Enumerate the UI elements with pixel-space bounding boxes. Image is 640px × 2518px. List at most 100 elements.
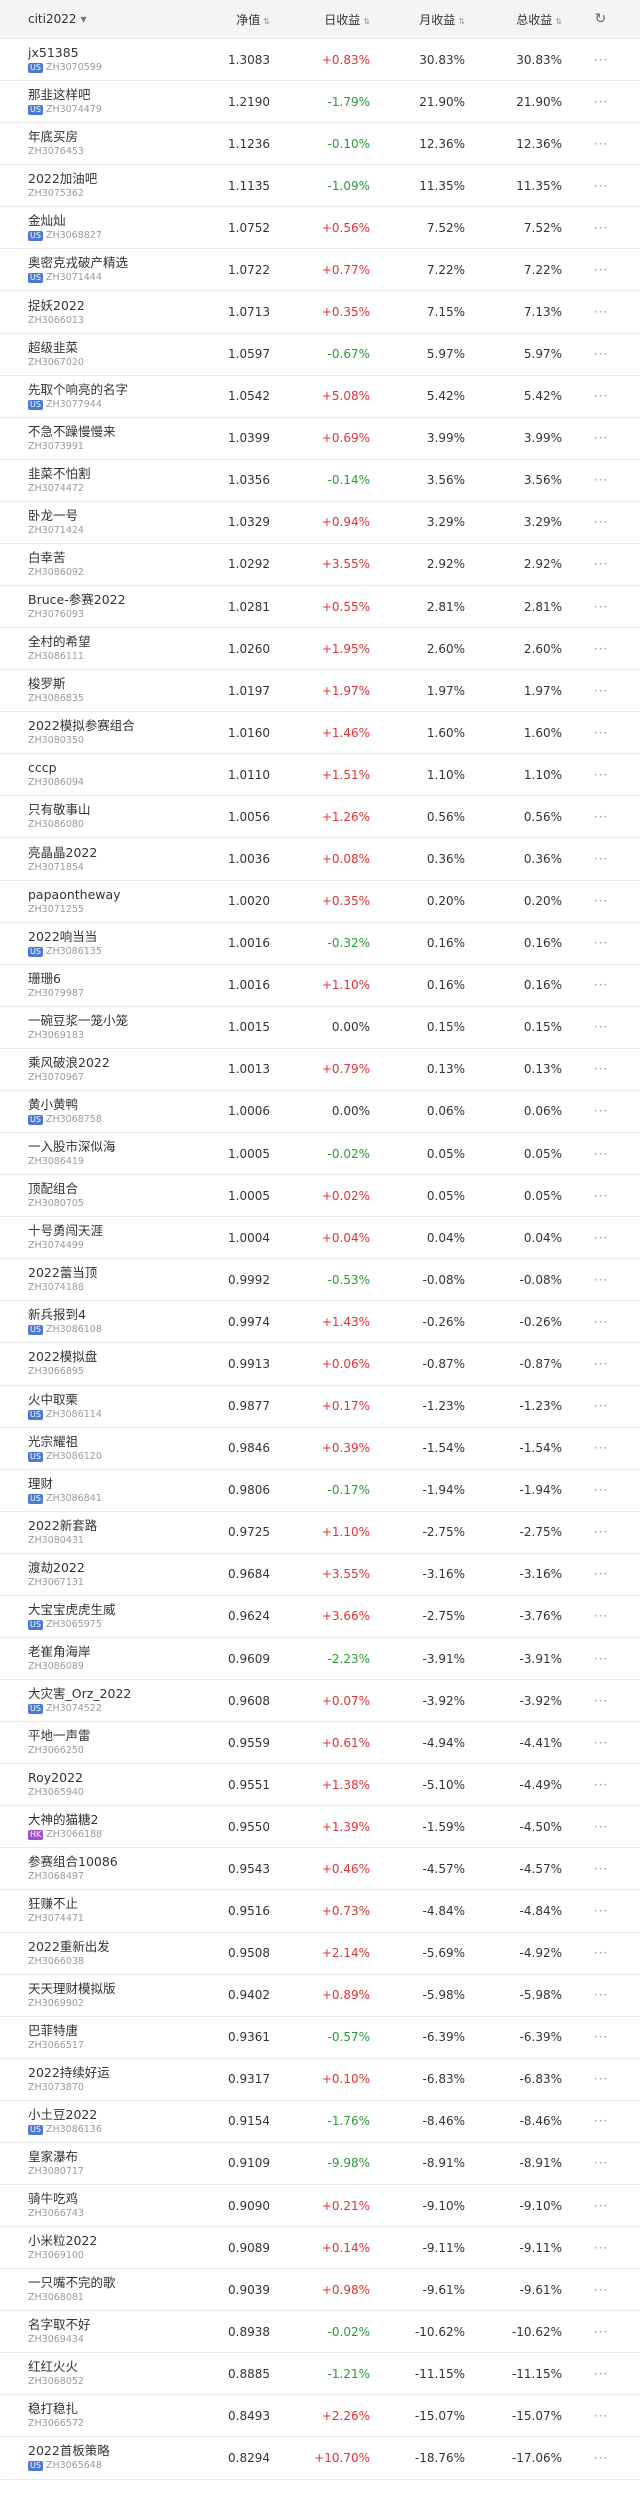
table-row[interactable]: 不急不躁慢慢来 ZH3073991 1.0399 +0.69% 3.99% 3.… (0, 418, 640, 460)
portfolio-name[interactable]: 2022蕾当顶 (28, 1265, 98, 1281)
table-row[interactable]: 奥密克戎破产精选 US ZH3071444 1.0722 +0.77% 7.22%… (0, 249, 640, 292)
table-row[interactable]: 2022蕾当顶 ZH3074188 0.9992 -0.53% -0.08% -… (0, 1259, 640, 1302)
portfolio-name[interactable]: 大神的猫糖2 (28, 1812, 99, 1828)
portfolio-name[interactable]: jx51385 (28, 45, 79, 61)
portfolio-name[interactable]: cccp (28, 760, 57, 776)
table-row[interactable]: 2022持续好运 ZH3073870 0.9317 +0.10% -6.83% … (0, 2059, 640, 2101)
more-button[interactable]: ··· (562, 1441, 640, 1455)
more-button[interactable]: ··· (562, 263, 640, 277)
portfolio-name[interactable]: 年底买房 (28, 129, 79, 145)
portfolio-name[interactable]: 大灾害_Orz_2022 (28, 1686, 132, 1702)
more-button[interactable]: ··· (562, 1778, 640, 1792)
more-button[interactable]: ··· (562, 137, 640, 151)
table-row[interactable]: 一入股市深似海 ZH3086419 1.0005 -0.02% 0.05% 0.… (0, 1133, 640, 1176)
portfolio-name[interactable]: 光宗耀祖 (28, 1433, 79, 1449)
more-button[interactable]: ··· (562, 53, 640, 67)
more-button[interactable]: ··· (562, 1736, 640, 1750)
portfolio-name[interactable]: 乘风破浪2022 (28, 1054, 110, 1070)
more-button[interactable]: ··· (562, 389, 640, 403)
table-row[interactable]: 新兵报到4 US ZH3086108 0.9974 +1.43% -0.26% -… (0, 1301, 640, 1344)
more-button[interactable]: ··· (562, 2367, 640, 2381)
more-button[interactable]: ··· (562, 726, 640, 740)
more-button[interactable]: ··· (562, 2283, 640, 2297)
more-button[interactable]: ··· (562, 2030, 640, 2044)
more-button[interactable]: ··· (562, 684, 640, 698)
portfolio-name[interactable]: 2022首板策略 (28, 2443, 110, 2459)
table-row[interactable]: 2022新套路 ZH3080431 0.9725 +1.10% -2.75% -… (0, 1512, 640, 1554)
more-button[interactable]: ··· (562, 2156, 640, 2170)
portfolio-name[interactable]: 2022新套路 (28, 1517, 98, 1533)
portfolio-name[interactable]: 天天理财模拟版 (28, 1980, 116, 1996)
table-row[interactable]: 乘风破浪2022 ZH3070967 1.0013 +0.79% 0.13% 0… (0, 1049, 640, 1091)
more-button[interactable]: ··· (562, 1104, 640, 1118)
table-row[interactable]: 2022模拟盘 ZH3066895 0.9913 +0.06% -0.87% -… (0, 1343, 640, 1386)
more-button[interactable]: ··· (562, 2114, 640, 2128)
table-row[interactable]: 卧龙一号 ZH3071424 1.0329 +0.94% 3.29% 3.29%… (0, 502, 640, 544)
more-button[interactable]: ··· (562, 1567, 640, 1581)
more-button[interactable]: ··· (562, 221, 640, 235)
table-row[interactable]: jx51385 US ZH3070599 1.3083 +0.83% 30.83%… (0, 39, 640, 82)
more-button[interactable]: ··· (562, 1862, 640, 1876)
portfolio-name[interactable]: 皇家瀑布 (28, 2148, 79, 2164)
more-button[interactable]: ··· (562, 1399, 640, 1413)
more-button[interactable]: ··· (562, 1988, 640, 2002)
more-button[interactable]: ··· (562, 1315, 640, 1329)
table-row[interactable]: 全村的希望 ZH3086111 1.0260 +1.95% 2.60% 2.60… (0, 628, 640, 671)
portfolio-name[interactable]: 全村的希望 (28, 634, 91, 650)
table-row[interactable]: 捉妖2022 ZH3066013 1.0713 +0.35% 7.15% 7.1… (0, 291, 640, 334)
table-row[interactable]: 顶配组合 ZH3080705 1.0005 +0.02% 0.05% 0.05%… (0, 1175, 640, 1218)
more-button[interactable]: ··· (562, 600, 640, 614)
portfolio-name[interactable]: 名字取不好 (28, 2317, 91, 2333)
more-button[interactable]: ··· (562, 1694, 640, 1708)
table-row[interactable]: 只有敬事山 ZH3086080 1.0056 +1.26% 0.56% 0.56… (0, 796, 640, 839)
more-button[interactable]: ··· (562, 1147, 640, 1161)
table-row[interactable]: 火中取栗 US ZH3086114 0.9877 +0.17% -1.23% -1… (0, 1386, 640, 1428)
portfolio-name[interactable]: 小米粒2022 (28, 2233, 98, 2249)
portfolio-name[interactable]: 金灿灿 (28, 213, 66, 229)
table-row[interactable]: 大宝宝虎虎生威 US ZH3065975 0.9624 +3.66% -2.75%… (0, 1596, 640, 1638)
table-row[interactable]: 红红火火 ZH3068052 0.8885 -1.21% -11.15% -11… (0, 2353, 640, 2396)
more-button[interactable]: ··· (562, 1820, 640, 1834)
portfolio-name[interactable]: 捉妖2022 (28, 297, 85, 313)
table-row[interactable]: 2022响当当 US ZH3086135 1.0016 -0.32% 0.16% … (0, 923, 640, 965)
table-row[interactable]: 2022重新出发 ZH3066038 0.9508 +2.14% -5.69% … (0, 1933, 640, 1975)
portfolio-name[interactable]: 2022模拟参赛组合 (28, 718, 135, 734)
more-button[interactable]: ··· (562, 2409, 640, 2423)
portfolio-name[interactable]: 不急不躁慢慢来 (28, 423, 116, 439)
more-button[interactable]: ··· (562, 1020, 640, 1034)
more-button[interactable]: ··· (562, 1946, 640, 1960)
portfolio-name[interactable]: 一入股市深似海 (28, 1139, 116, 1155)
table-row[interactable]: 那韭这样吧 US ZH3074479 1.2190 -1.79% 21.90% 2… (0, 81, 640, 124)
portfolio-name[interactable]: Roy2022 (28, 1770, 83, 1786)
more-button[interactable]: ··· (562, 1652, 640, 1666)
portfolio-name[interactable]: 韭菜不怕割 (28, 465, 91, 481)
portfolio-name[interactable]: 梭罗斯 (28, 676, 66, 692)
portfolio-name[interactable]: 白幸苦 (28, 549, 66, 565)
table-row[interactable]: Roy2022 ZH3065940 0.9551 +1.38% -5.10% -… (0, 1764, 640, 1807)
portfolio-name[interactable]: 2022持续好运 (28, 2064, 110, 2080)
table-row[interactable]: 骑牛吃鸡 ZH3066743 0.9090 +0.21% -9.10% -9.1… (0, 2185, 640, 2228)
portfolio-name[interactable]: 稳打稳扎 (28, 2401, 79, 2417)
more-button[interactable]: ··· (562, 1904, 640, 1918)
portfolio-name[interactable]: 一碗豆浆一笼小笼 (28, 1012, 129, 1028)
portfolio-name[interactable]: 火中取栗 (28, 1391, 79, 1407)
col-month-header[interactable]: 月收益 ⇅ (370, 11, 465, 28)
portfolio-name[interactable]: 黄小黄鸭 (28, 1096, 79, 1112)
more-button[interactable]: ··· (562, 936, 640, 950)
portfolio-name[interactable]: 那韭这样吧 (28, 87, 91, 103)
portfolio-name[interactable]: 2022加油吧 (28, 171, 98, 187)
table-row[interactable]: 稳打稳扎 ZH3066572 0.8493 +2.26% -15.07% -15… (0, 2395, 640, 2438)
portfolio-name[interactable]: 平地一声雷 (28, 1728, 91, 1744)
more-button[interactable]: ··· (562, 642, 640, 656)
portfolio-name[interactable]: papaontheway (28, 886, 121, 902)
table-row[interactable]: 参赛组合10086 ZH3068497 0.9543 +0.46% -4.57%… (0, 1848, 640, 1891)
table-row[interactable]: 一只嘴不完的歌 ZH3068081 0.9039 +0.98% -9.61% -… (0, 2269, 640, 2312)
portfolio-name[interactable]: 亮晶晶2022 (28, 844, 98, 860)
table-row[interactable]: 理财 US ZH3086841 0.9806 -0.17% -1.94% -1.9… (0, 1470, 640, 1512)
more-button[interactable]: ··· (562, 1231, 640, 1245)
table-row[interactable]: 黄小黄鸭 US ZH3068758 1.0006 0.00% 0.06% 0.06… (0, 1091, 640, 1134)
more-button[interactable]: ··· (562, 2451, 640, 2465)
table-row[interactable]: 2022模拟参赛组合 ZH3080350 1.0160 +1.46% 1.60%… (0, 712, 640, 755)
more-button[interactable]: ··· (562, 2072, 640, 2086)
portfolio-name[interactable]: 2022重新出发 (28, 1938, 110, 1954)
